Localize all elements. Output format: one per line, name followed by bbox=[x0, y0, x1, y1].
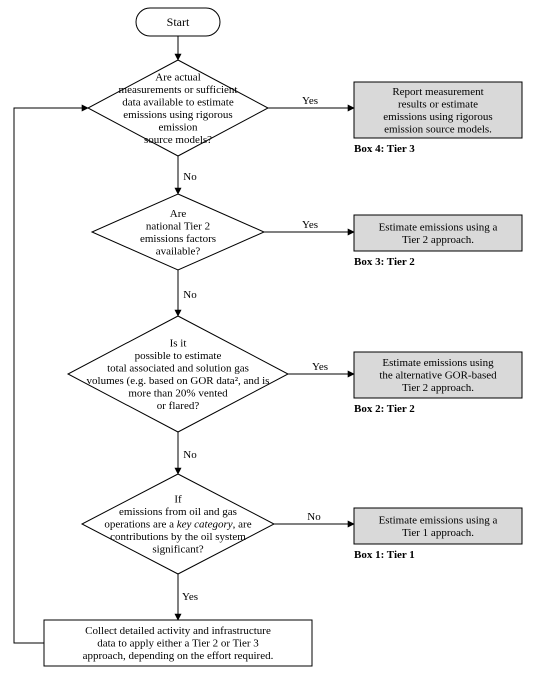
svg-text:national Tier 2: national Tier 2 bbox=[146, 220, 210, 232]
svg-text:Estimate emissions using: Estimate emissions using bbox=[382, 357, 494, 369]
svg-text:emission: emission bbox=[158, 121, 198, 133]
svg-text:emissions factors: emissions factors bbox=[140, 233, 216, 245]
svg-text:emissions using rigorous: emissions using rigorous bbox=[123, 109, 232, 121]
svg-text:data available to estimate: data available to estimate bbox=[122, 96, 234, 108]
svg-text:possible to estimate: possible to estimate bbox=[135, 350, 222, 362]
svg-text:significant?: significant? bbox=[152, 544, 203, 556]
svg-text:emissions using rigorous: emissions using rigorous bbox=[383, 111, 492, 123]
svg-text:Are: Are bbox=[170, 208, 187, 220]
edge-label: Yes bbox=[312, 361, 328, 373]
decision-node: Is itpossible to estimatetotal associate… bbox=[68, 316, 288, 432]
flowchart: Yes No Yes No Yes No No Yes Start Are actualmeas… bbox=[0, 0, 550, 682]
svg-text:data to apply either a Tier 2: data to apply either a Tier 2 or Tier 3 bbox=[97, 638, 259, 650]
edge-label: No bbox=[183, 171, 197, 183]
result-box: Estimate emissions using aTier 2 approac… bbox=[354, 215, 522, 268]
svg-text:contributions by the oil syste: contributions by the oil system bbox=[110, 531, 246, 543]
final-box: Collect detailed activity and infrastruc… bbox=[44, 620, 312, 666]
svg-text:emission source models.: emission source models. bbox=[384, 123, 492, 135]
svg-text:Are actual: Are actual bbox=[155, 71, 201, 83]
svg-text:more than 20% vented: more than 20% vented bbox=[128, 387, 228, 399]
svg-text:available?: available? bbox=[156, 245, 201, 257]
start-label: Start bbox=[167, 15, 190, 29]
box-caption: Box 1: Tier 1 bbox=[354, 549, 415, 561]
box-caption: Box 3: Tier 2 bbox=[354, 256, 415, 268]
edge-label: Yes bbox=[182, 591, 198, 603]
svg-text:source models?: source models? bbox=[144, 134, 212, 146]
result-box: Estimate emissions usingthe alternative … bbox=[354, 352, 522, 415]
svg-text:Report measurement: Report measurement bbox=[392, 86, 483, 98]
box-caption: Box 2: Tier 2 bbox=[354, 403, 415, 415]
edge-label: Yes bbox=[302, 95, 318, 107]
decision-node: Arenational Tier 2emissions factorsavail… bbox=[92, 194, 264, 270]
edge-label: No bbox=[183, 449, 197, 461]
svg-text:Tier 1 approach.: Tier 1 approach. bbox=[402, 527, 474, 539]
svg-text:volumes (e.g. based on GOR dat: volumes (e.g. based on GOR data², and is bbox=[87, 375, 270, 387]
edge-label: No bbox=[307, 511, 321, 523]
svg-text:operations are a key category,: operations are a key category, are bbox=[104, 519, 251, 531]
svg-text:Estimate emissions using a: Estimate emissions using a bbox=[379, 221, 498, 233]
svg-text:Tier 2 approach.: Tier 2 approach. bbox=[402, 234, 474, 246]
edge-label: No bbox=[183, 289, 197, 301]
svg-text:results or estimate: results or estimate bbox=[398, 98, 478, 110]
decision-node: Ifemissions from oil and gasoperations a… bbox=[82, 474, 274, 574]
svg-text:total associated and solution: total associated and solution gas bbox=[107, 362, 249, 374]
svg-text:Is it: Is it bbox=[170, 337, 187, 349]
svg-text:Collect detailed activity and: Collect detailed activity and infrastruc… bbox=[85, 625, 271, 637]
start-node: Start bbox=[136, 8, 220, 36]
result-box: Estimate emissions using aTier 1 approac… bbox=[354, 508, 522, 561]
edge-label: Yes bbox=[302, 219, 318, 231]
svg-text:Estimate emissions using a: Estimate emissions using a bbox=[379, 514, 498, 526]
svg-text:the alternative GOR-based: the alternative GOR-based bbox=[379, 370, 497, 382]
svg-text:Tier 2 approach.: Tier 2 approach. bbox=[402, 382, 474, 394]
decision-node: Are actualmeasurements or sufficientdata… bbox=[88, 60, 268, 156]
box-caption: Box 4: Tier 3 bbox=[354, 143, 415, 155]
svg-text:measurements or sufficient: measurements or sufficient bbox=[119, 84, 238, 96]
result-box: Report measurementresults or estimateemi… bbox=[354, 82, 522, 155]
svg-text:emissions from oil and gas: emissions from oil and gas bbox=[119, 506, 237, 518]
svg-text:If: If bbox=[174, 494, 182, 506]
svg-text:or flared?: or flared? bbox=[157, 400, 200, 412]
svg-text:approach, depending on the eff: approach, depending on the effort requir… bbox=[83, 650, 274, 662]
